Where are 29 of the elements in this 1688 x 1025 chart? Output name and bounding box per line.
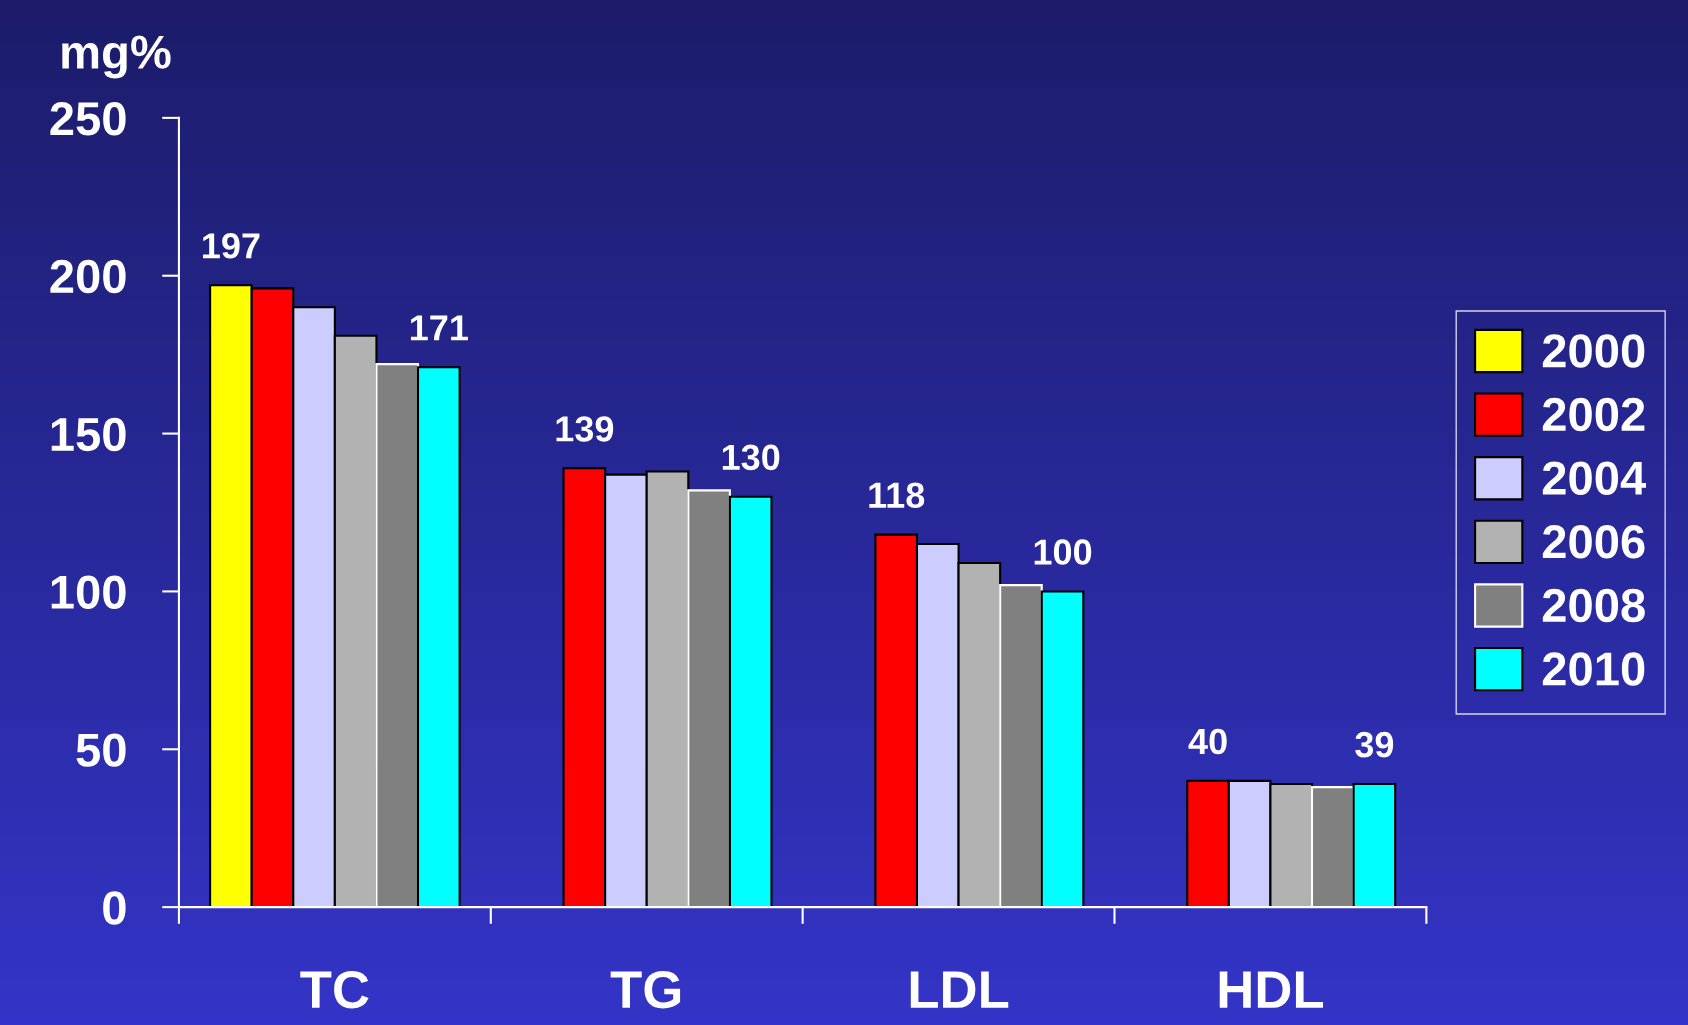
- legend-label: 2010: [1542, 652, 1645, 686]
- x-tick-label: TG: [610, 971, 681, 1009]
- y-tick-label: 200: [50, 259, 126, 294]
- legend-label: 2002: [1542, 397, 1645, 432]
- x-tick-label: TC: [300, 971, 369, 1009]
- legend-label: 2004: [1542, 461, 1647, 495]
- data-label: 139: [556, 416, 614, 442]
- y-tick-label: 0: [103, 891, 126, 925]
- legend-label: 2006: [1542, 525, 1645, 559]
- y-tick-label: 50: [76, 733, 126, 767]
- y-tick-label: 150: [51, 417, 126, 452]
- x-tick-label: LDL: [910, 971, 1009, 1008]
- bar: [728, 495, 773, 908]
- legend-label: 2000: [1542, 334, 1645, 368]
- data-label: 197: [203, 233, 260, 259]
- bar: [416, 366, 461, 908]
- data-label: 100: [1034, 539, 1092, 565]
- x-tick-label: HDL: [1219, 971, 1324, 1008]
- data-label: 118: [869, 482, 925, 509]
- data-label: 171: [410, 315, 468, 341]
- y-axis-title: mg%: [62, 35, 171, 79]
- y-tick-label: 100: [51, 575, 126, 609]
- data-label: 130: [722, 444, 780, 471]
- bar: [1040, 590, 1085, 908]
- legend-label: 2008: [1542, 588, 1645, 623]
- data-label: 40: [1188, 728, 1227, 755]
- y-tick-label: 250: [50, 102, 126, 136]
- data-label: 39: [1355, 731, 1394, 758]
- bar: [1352, 782, 1397, 908]
